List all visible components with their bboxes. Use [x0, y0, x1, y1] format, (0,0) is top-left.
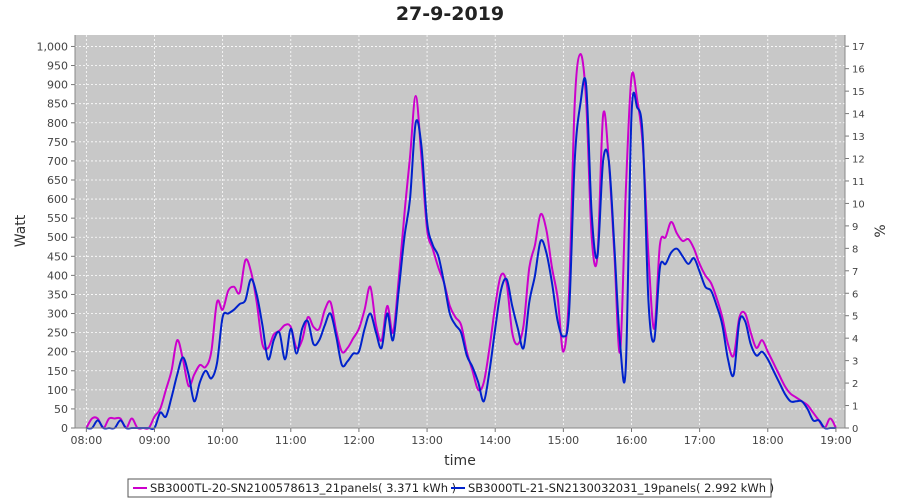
- y-tick-label: 100: [47, 384, 68, 397]
- y-tick-label: 50: [54, 403, 68, 416]
- y-tick-label: 200: [47, 346, 68, 359]
- y-right-tick-label: 0: [852, 424, 858, 435]
- y-axis-right-label: %: [873, 224, 889, 237]
- y-right-tick-label: 17: [852, 42, 865, 53]
- y-tick-label: 0: [61, 422, 68, 435]
- y-tick-label: 600: [47, 193, 68, 206]
- legend-label-series-1: SB3000TL-20-SN2100578613_21panels( 3.371…: [150, 481, 456, 495]
- y-right-tick-label: 2: [852, 379, 858, 390]
- legend-box: [127, 478, 772, 498]
- y-right-tick-label: 10: [852, 199, 865, 210]
- grid: [75, 35, 845, 429]
- x-axis-label: time: [444, 453, 476, 469]
- x-tick-label: 12:00: [343, 434, 375, 447]
- y-tick-label: 350: [47, 288, 68, 301]
- y-right-tick-label: 5: [852, 312, 858, 323]
- x-tick-label: 10:00: [207, 434, 239, 447]
- chart-title: 27-9-2019: [396, 3, 504, 25]
- legend: SB3000TL-20-SN2100578613_21panels( 3.371…: [127, 478, 774, 498]
- x-tick-label: 14:00: [479, 434, 511, 447]
- y-right-tick-label: 9: [852, 222, 858, 233]
- y-tick-label: 650: [47, 174, 68, 187]
- y-right-tick-label: 7: [852, 267, 858, 278]
- y-tick-label: 750: [47, 136, 68, 149]
- legend-label-series-2: SB3000TL-21-SN2130032031_19panels( 2.992…: [468, 481, 774, 495]
- x-tick-label: 18:00: [752, 434, 784, 447]
- plot-area: [75, 35, 845, 428]
- y-right-tick-label: 12: [852, 155, 865, 166]
- series-line-2: [86, 77, 836, 431]
- y-right-tick-label: 11: [852, 177, 865, 188]
- y-right-tick-label: 13: [852, 132, 865, 143]
- y-right-tick-label: 1: [852, 402, 858, 413]
- x-tick-label: 13:00: [411, 434, 443, 447]
- x-tick-label: 08:00: [71, 434, 103, 447]
- y-tick-label: 900: [47, 79, 68, 92]
- y-tick-label: 1,000: [37, 40, 69, 53]
- y-right-tick-label: 4: [852, 334, 858, 345]
- y-tick-label: 500: [47, 231, 68, 244]
- series-lines: [85, 53, 837, 431]
- x-tick-label: 15:00: [547, 434, 579, 447]
- y-right-tick-label: 14: [852, 110, 865, 121]
- y-tick-label: 300: [47, 308, 68, 321]
- y-tick-label: 950: [47, 60, 68, 73]
- y-tick-label: 800: [47, 117, 68, 130]
- y-tick-label: 250: [47, 327, 68, 340]
- y-right-tick-label: 6: [852, 289, 858, 300]
- y-tick-label: 150: [47, 365, 68, 378]
- axes: 0501001502002503003504004505005506006507…: [37, 35, 865, 447]
- y-tick-label: 700: [47, 155, 68, 168]
- y-right-tick-label: 16: [852, 65, 865, 76]
- x-tick-label: 17:00: [684, 434, 716, 447]
- y-axis-label: Watt: [13, 214, 29, 247]
- y-tick-label: 850: [47, 98, 68, 111]
- x-tick-label: 19:00: [820, 434, 852, 447]
- x-tick-label: 11:00: [275, 434, 307, 447]
- y-tick-label: 400: [47, 269, 68, 282]
- x-tick-label: 16:00: [616, 434, 648, 447]
- y-tick-label: 550: [47, 212, 68, 225]
- x-tick-label: 09:00: [139, 434, 171, 447]
- y-right-tick-label: 8: [852, 244, 858, 255]
- y-right-tick-label: 15: [852, 87, 865, 98]
- y-tick-label: 450: [47, 250, 68, 263]
- y-right-tick-label: 3: [852, 357, 858, 368]
